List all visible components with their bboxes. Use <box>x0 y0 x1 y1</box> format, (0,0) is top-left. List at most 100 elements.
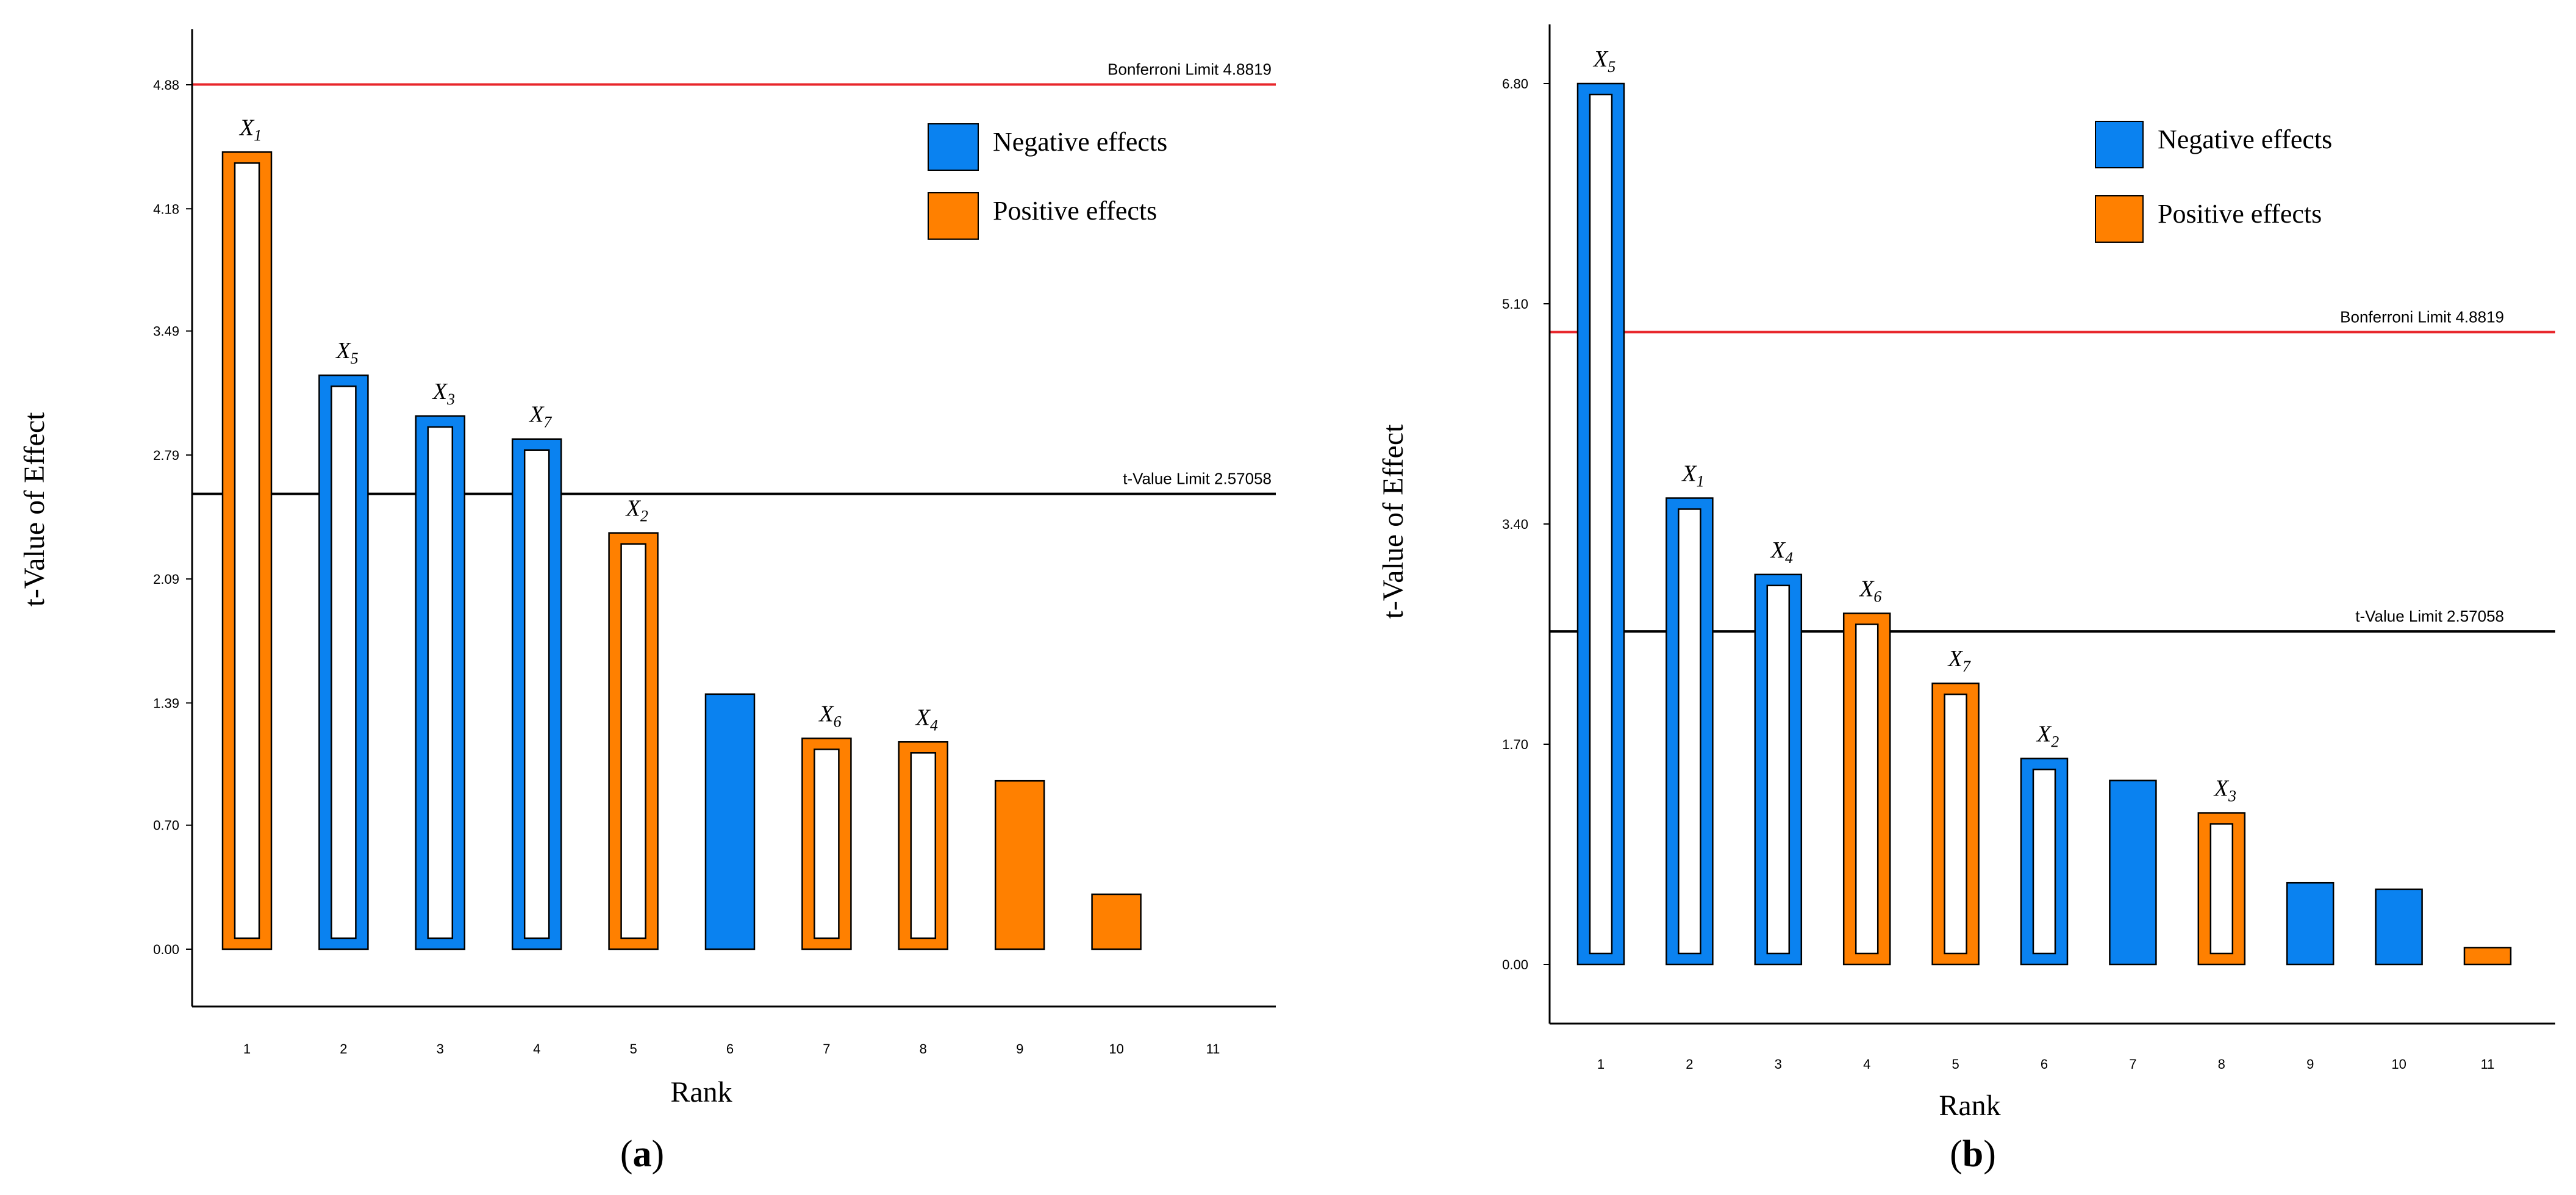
y-tick-label: 4.18 <box>153 201 179 217</box>
legend-negative-swatch <box>2095 121 2144 168</box>
factor-subscript: 6 <box>834 712 842 730</box>
bar-positive-solid <box>2463 947 2512 966</box>
bar-factor-label: X7 <box>528 402 552 431</box>
x-tick-label: 3 <box>1775 1057 1782 1072</box>
bar-factor-label: X5 <box>1592 46 1615 76</box>
x-tick-label: 7 <box>2129 1057 2136 1072</box>
factor-subscript: 5 <box>1608 58 1615 76</box>
x-tick-label: 10 <box>2391 1057 2406 1072</box>
factor-letter: X <box>238 115 255 140</box>
bar-positive-solid <box>994 780 1045 950</box>
tvalue-limit-label: t-Value Limit 2.57058 <box>1123 470 1272 488</box>
panel-letter: b <box>1962 1133 1983 1175</box>
bar-rank-5: X2 <box>608 496 659 950</box>
y-tick-label: 0.70 <box>153 818 179 833</box>
bar-hollow-core <box>1944 693 1967 955</box>
bar-hollow-core <box>2032 769 2056 955</box>
factor-letter: X <box>528 402 545 428</box>
y-tick-label: 6.80 <box>1502 76 1528 92</box>
factor-subscript: 3 <box>446 390 455 408</box>
legend-positive-swatch <box>928 192 979 240</box>
x-tick-label: 11 <box>1206 1041 1220 1057</box>
panel-label: (b) <box>1950 1133 1996 1175</box>
bar-negative-solid <box>2109 780 2157 966</box>
x-tick-label: 9 <box>2306 1057 2314 1072</box>
bar-rank-4: X6 <box>1842 576 1891 966</box>
bar-rank-5: X7 <box>1931 646 1980 966</box>
bar-factor-label: X3 <box>432 379 455 408</box>
x-tick-label: 1 <box>243 1041 251 1057</box>
bar-rank-10 <box>1091 893 1142 950</box>
factor-subscript: 7 <box>1962 658 1971 675</box>
bar-hollow-core <box>620 543 646 939</box>
bar-hollow-core <box>1589 93 1613 955</box>
bar-rank-8: X3 <box>2197 776 2246 966</box>
bar-rank-1: X1 <box>221 115 273 950</box>
y-tick-label: 1.70 <box>1502 737 1528 752</box>
bonferroni-limit-label: Bonferroni Limit 4.8819 <box>1107 60 1272 78</box>
bar-factor-label: X4 <box>915 705 938 734</box>
factor-letter: X <box>625 496 642 522</box>
x-tick-label: 5 <box>629 1041 637 1057</box>
bar-rank-11 <box>2463 947 2512 966</box>
bar-hollow-core <box>427 426 454 939</box>
x-tick-label: 2 <box>1686 1057 1693 1072</box>
x-tick-label: 5 <box>1952 1057 1959 1072</box>
bar-negative-solid <box>704 693 756 950</box>
x-tick-label: 10 <box>1109 1041 1123 1057</box>
legend-negative-label: Negative effects <box>2158 124 2332 154</box>
bar-rank-7 <box>2109 780 2157 966</box>
factor-subscript: 1 <box>254 126 262 144</box>
x-tick-label: 6 <box>2041 1057 2048 1072</box>
factor-letter: X <box>1947 646 1964 672</box>
y-tick-label: 1.39 <box>153 695 179 711</box>
legend-positive-label: Positive effects <box>993 196 1157 226</box>
factor-subscript: 4 <box>1785 549 1793 567</box>
factor-subscript: 6 <box>1873 588 1881 606</box>
x-tick-label: 11 <box>2481 1057 2495 1072</box>
bar-factor-label: X2 <box>625 496 648 525</box>
bar-rank-4: X7 <box>511 402 562 950</box>
panel-label: (a) <box>620 1133 664 1175</box>
y-tick-label: 2.09 <box>153 572 179 587</box>
bar-factor-label: X7 <box>1947 646 1971 675</box>
bar-rank-8: X4 <box>898 705 949 950</box>
legend-positive-swatch <box>2095 195 2144 243</box>
bar-hollow-core <box>523 449 550 939</box>
y-axis-title: t-Value of Effect <box>1377 424 1409 619</box>
bar-hollow-core <box>910 752 937 939</box>
factor-letter: X <box>915 705 931 730</box>
bar-factor-label: X3 <box>2213 776 2236 805</box>
x-tick-label: 9 <box>1016 1041 1023 1057</box>
y-tick-label: 4.88 <box>153 77 179 93</box>
bar-rank-10 <box>2375 888 2423 966</box>
factor-letter: X <box>1681 461 1697 487</box>
bar-factor-label: X2 <box>2036 721 2059 750</box>
bar-rank-6 <box>704 693 756 950</box>
bar-hollow-core <box>331 385 357 939</box>
x-tick-label: 1 <box>1597 1057 1605 1072</box>
legend: Negative effects Positive effects <box>2095 121 2332 243</box>
factor-letter: X <box>2213 776 2230 802</box>
x-tick-label: 8 <box>920 1041 927 1057</box>
bar-rank-3: X4 <box>1754 537 1803 966</box>
bar-rank-9 <box>2286 881 2334 966</box>
bar-rank-1: X5 <box>1576 46 1625 966</box>
bar-rank-7: X6 <box>801 701 852 950</box>
bar-rank-2: X1 <box>1665 461 1714 966</box>
bar-hollow-core <box>1766 584 1791 955</box>
y-tick-label: 0.00 <box>153 942 179 957</box>
x-tick-label: 7 <box>823 1041 830 1057</box>
factor-subscript: 5 <box>351 350 359 367</box>
x-tick-label: 3 <box>437 1041 444 1057</box>
legend-negative-swatch <box>928 123 979 171</box>
factor-letter: X <box>432 379 448 404</box>
bar-factor-label: X6 <box>1858 576 1881 606</box>
legend-negative-label: Negative effects <box>993 127 1167 157</box>
factor-subscript: 1 <box>1697 473 1705 490</box>
factor-subscript: 7 <box>543 414 552 431</box>
x-tick-label: 4 <box>533 1041 540 1057</box>
factor-subscript: 3 <box>2228 788 2236 805</box>
factor-subscript: 2 <box>2051 733 2059 750</box>
